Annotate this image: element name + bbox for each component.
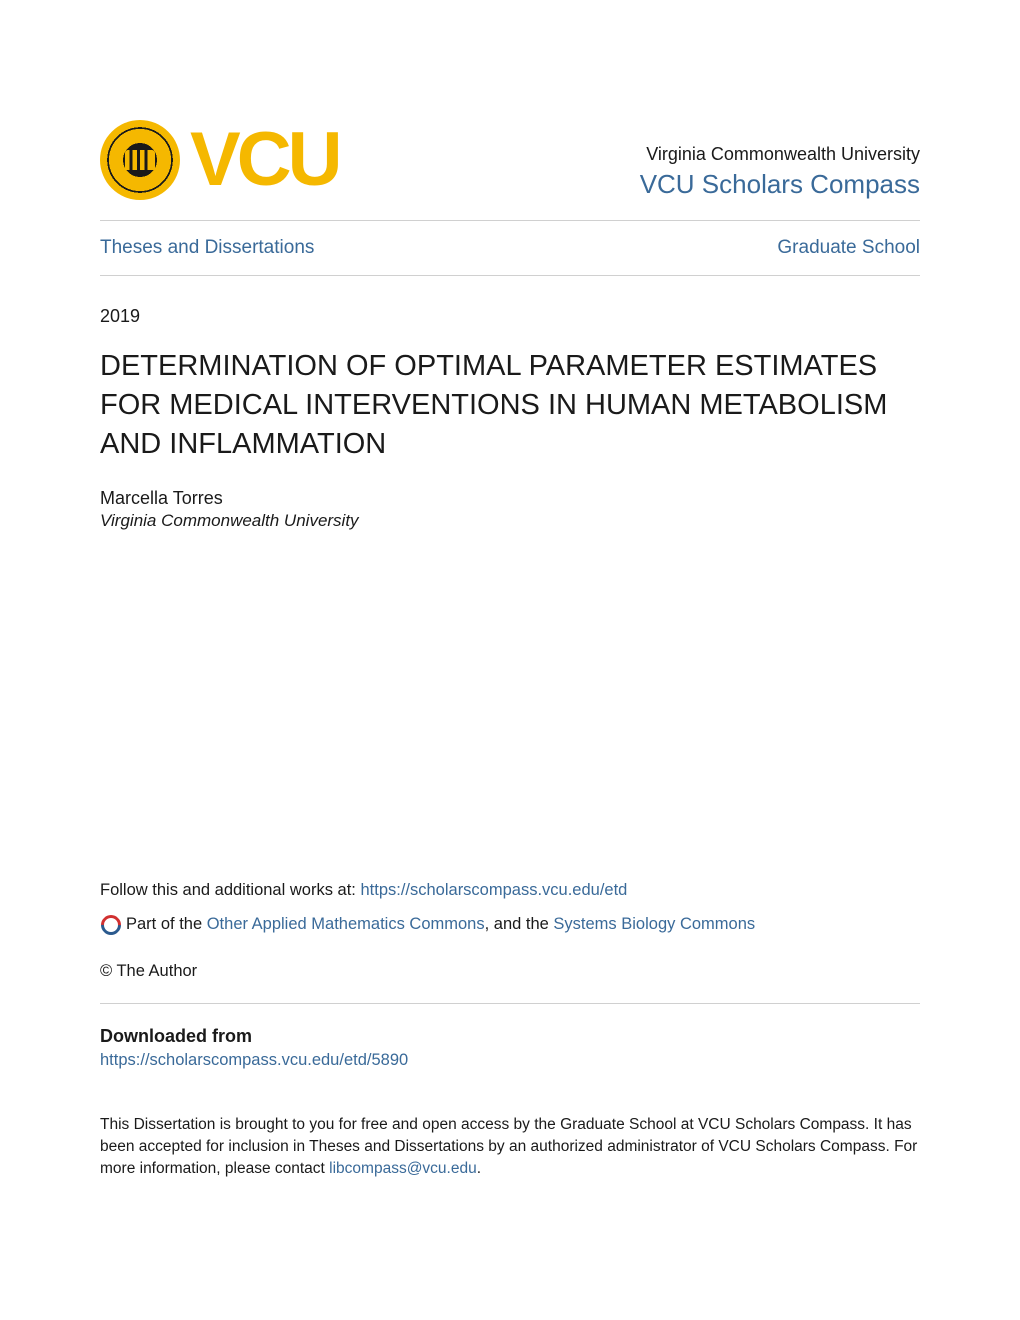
footer-suffix: . bbox=[477, 1160, 481, 1177]
theses-dissertations-link[interactable]: Theses and Dissertations bbox=[100, 237, 314, 259]
commons-link-2[interactable]: Systems Biology Commons bbox=[553, 915, 755, 933]
document-title: DETERMINATION OF OPTIMAL PARAMETER ESTIM… bbox=[100, 347, 920, 464]
vcu-wordmark: VCU bbox=[190, 122, 338, 198]
header: VCU Virginia Commonwealth University VCU… bbox=[100, 120, 920, 221]
contact-email-link[interactable]: libcompass@vcu.edu bbox=[329, 1160, 477, 1177]
footer-body: This Dissertation is brought to you for … bbox=[100, 1116, 917, 1176]
copyright-notice: © The Author bbox=[100, 962, 920, 1004]
follow-url-link[interactable]: https://scholarscompass.vcu.edu/etd bbox=[360, 881, 627, 899]
university-info: Virginia Commonwealth University VCU Sch… bbox=[640, 144, 920, 200]
partof-prefix: Part of the bbox=[126, 915, 207, 933]
publication-year: 2019 bbox=[100, 306, 920, 327]
page-container: VCU Virginia Commonwealth University VCU… bbox=[0, 0, 1020, 1239]
logo-block: VCU bbox=[100, 120, 338, 200]
nav-row: Theses and Dissertations Graduate School bbox=[100, 221, 920, 276]
author-affiliation: Virginia Commonwealth University bbox=[100, 511, 920, 531]
graduate-school-link[interactable]: Graduate School bbox=[777, 237, 920, 259]
footer-text: This Dissertation is brought to you for … bbox=[100, 1114, 920, 1179]
download-url-link[interactable]: https://scholarscompass.vcu.edu/etd/5890 bbox=[100, 1051, 920, 1070]
university-name: Virginia Commonwealth University bbox=[640, 144, 920, 165]
vcu-seal-icon bbox=[100, 120, 180, 200]
commons-link-1[interactable]: Other Applied Mathematics Commons bbox=[207, 915, 485, 933]
follow-line: Follow this and additional works at: htt… bbox=[100, 881, 920, 900]
scholars-compass-link[interactable]: VCU Scholars Compass bbox=[640, 169, 920, 200]
downloaded-heading: Downloaded from bbox=[100, 1026, 920, 1047]
partof-mid: , and the bbox=[485, 915, 554, 933]
part-of-text: Part of the Other Applied Mathematics Co… bbox=[126, 915, 755, 934]
part-of-line: Part of the Other Applied Mathematics Co… bbox=[100, 914, 920, 934]
middle-section: Follow this and additional works at: htt… bbox=[100, 881, 920, 1179]
follow-prefix: Follow this and additional works at: bbox=[100, 881, 360, 899]
network-icon bbox=[100, 914, 120, 934]
author-name: Marcella Torres bbox=[100, 488, 920, 509]
